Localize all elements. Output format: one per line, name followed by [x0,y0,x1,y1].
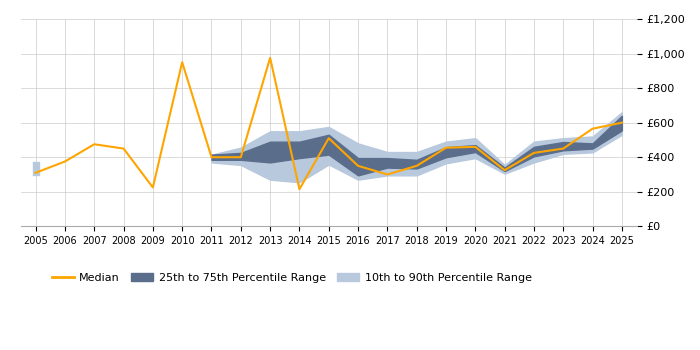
Legend: Median, 25th to 75th Percentile Range, 10th to 90th Percentile Range: Median, 25th to 75th Percentile Range, 1… [47,268,536,287]
